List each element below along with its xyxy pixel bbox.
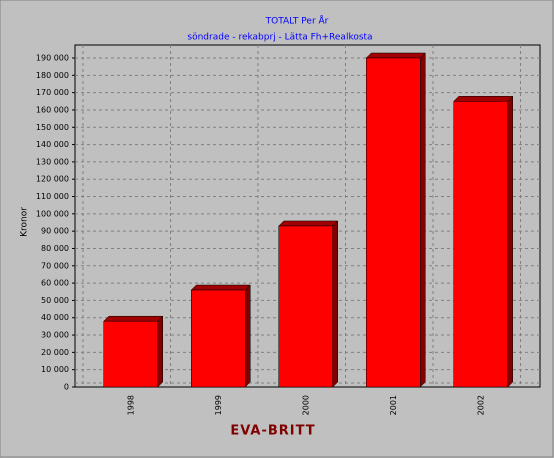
x-tick-label: 2000 <box>301 395 310 415</box>
y-tick-label: 190 000 <box>36 54 69 63</box>
bar-side <box>332 220 338 388</box>
y-tick-label: 30 000 <box>41 331 69 340</box>
y-tick-label: 130 000 <box>36 157 69 166</box>
y-axis-label: Kronor <box>20 207 30 237</box>
x-axis-label: EVA-BRITT <box>230 424 315 439</box>
bar <box>191 289 246 388</box>
bar-top <box>365 52 426 59</box>
y-tick-label: 10 000 <box>41 365 69 374</box>
x-tick-label: 1999 <box>214 395 223 415</box>
y-tick-label: 20 000 <box>41 348 69 357</box>
y-tick-label: 170 000 <box>36 88 69 97</box>
y-tick-label: 100 000 <box>36 209 69 218</box>
chart-subtitle: söndrade - rekabprj - Lätta Fh+Realkosta <box>187 33 372 43</box>
y-tick-label: 120 000 <box>36 175 69 184</box>
x-tick-label: 2001 <box>389 395 398 415</box>
y-tick-label: 110 000 <box>36 192 69 201</box>
y-tick-label: 90 000 <box>41 227 69 236</box>
y-tick-label: 140 000 <box>36 140 69 149</box>
bar-side <box>420 52 426 388</box>
bar-top <box>278 220 339 227</box>
bar-side <box>157 315 163 388</box>
y-tick-label: 80 000 <box>41 244 69 253</box>
bar <box>366 57 421 388</box>
bar-top <box>103 315 164 322</box>
y-tick-label: 0 <box>64 383 69 392</box>
bar-top <box>190 284 251 291</box>
y-tick-label: 70 000 <box>41 261 69 270</box>
x-tick-label: 1998 <box>126 395 135 415</box>
bar <box>453 101 508 388</box>
bar <box>103 320 158 388</box>
bar <box>278 225 333 388</box>
chart-title: TOTALT Per År <box>265 15 329 27</box>
y-tick-label: 150 000 <box>36 123 69 132</box>
bar-side <box>507 95 513 388</box>
x-tick-label: 2002 <box>476 395 485 415</box>
y-tick-label: 40 000 <box>41 313 69 322</box>
bar-top <box>453 96 514 102</box>
y-tick-label: 50 000 <box>41 296 69 305</box>
y-tick-label: 60 000 <box>41 279 69 288</box>
y-tick-label: 160 000 <box>36 105 69 114</box>
y-tick-label: 180 000 <box>36 71 69 80</box>
bar-side <box>245 284 251 388</box>
